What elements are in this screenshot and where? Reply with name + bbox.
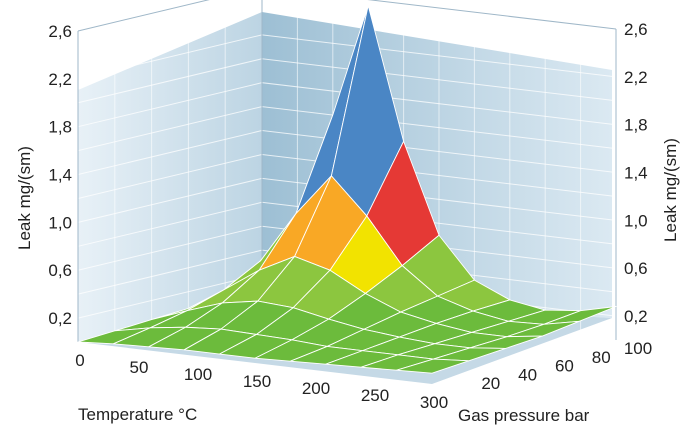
z-tick-label-left: 0,2 (48, 309, 72, 328)
x-tick-label: 250 (361, 386, 389, 405)
box-edge (367, 0, 617, 30)
y-tick-label: 60 (555, 357, 574, 376)
z-tick-label-right: 1,8 (624, 116, 648, 135)
y-tick-label: 80 (592, 348, 611, 367)
axis-ticks: 0,2 0,2 0,6 0,6 1,0 1,0 1,4 1,4 1,8 1,8 2,2 2,2 2,6 2… (48, 20, 652, 412)
surface-cell (396, 358, 470, 374)
z-tick-label-right: 0,6 (624, 259, 648, 278)
x-axis-label: Temperature °C (78, 405, 197, 424)
x-tick-label: 0 (75, 351, 84, 370)
z-tick-label-left: 2,2 (48, 70, 72, 89)
leak-surface (77, 5, 617, 374)
x-tick-label: 100 (184, 365, 212, 384)
z-tick-label-right: 0,2 (624, 307, 648, 326)
z-axis-label-right: Leak mg/(sm) (661, 138, 680, 242)
z-tick-label-right: 2,2 (624, 68, 648, 87)
z-axis-label-left: Leak mg/(sm) (15, 146, 34, 250)
y-tick-label: 20 (481, 374, 500, 393)
x-tick-label: 150 (243, 372, 271, 391)
z-tick-label-right: 1,0 (624, 211, 648, 230)
z-tick-label-left: 1,0 (48, 213, 72, 232)
z-tick-label-left: 1,4 (48, 166, 72, 185)
x-tick-label: 200 (302, 379, 330, 398)
box-edge (77, 0, 210, 32)
x-tick-label: 50 (130, 358, 149, 377)
z-tick-label-right: 2,6 (624, 20, 648, 39)
z-tick-label-left: 2,6 (48, 22, 72, 41)
z-tick-label-right: 1,4 (624, 164, 648, 183)
y-tick-label: 100 (624, 339, 652, 358)
z-tick-label-left: 1,8 (48, 118, 72, 137)
y-axis-label: Gas pressure bar (458, 406, 590, 425)
z-tick-label-left: 0,6 (48, 261, 72, 280)
x-tick-label: 300 (420, 393, 448, 412)
y-tick-label: 40 (518, 365, 537, 384)
